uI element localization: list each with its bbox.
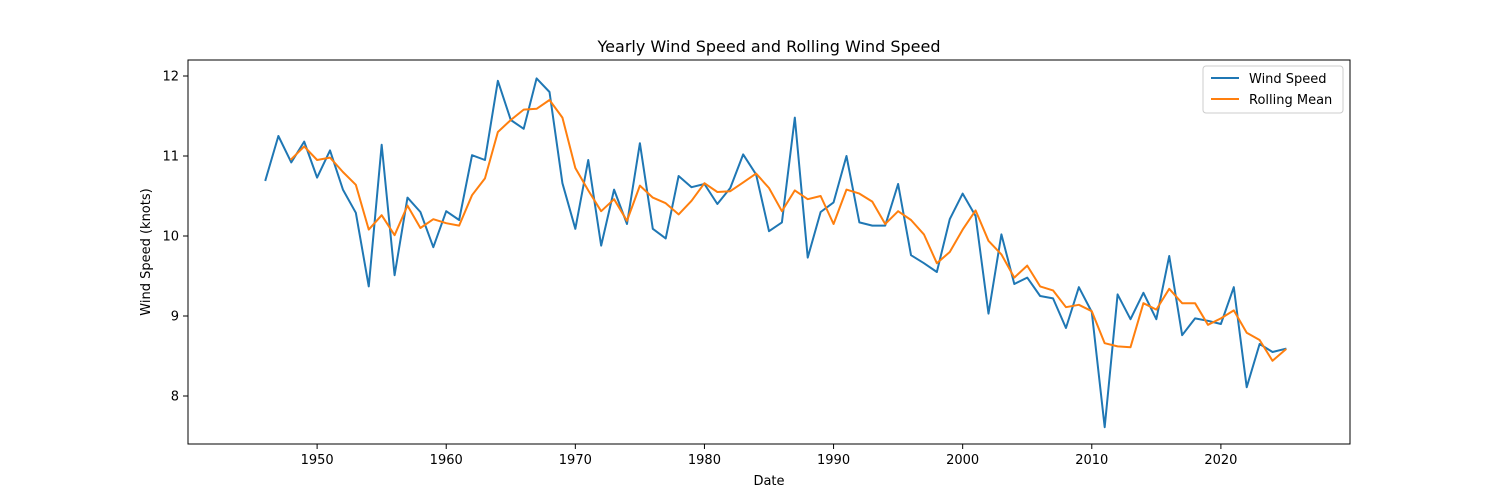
y-axis-label: Wind Speed (knots) xyxy=(139,188,154,315)
y-tick-label-11: 11 xyxy=(162,150,179,165)
y-tick-label-8: 8 xyxy=(171,390,179,405)
y-tick-label-12: 12 xyxy=(162,70,179,85)
x-tick-label-1980: 1980 xyxy=(688,453,721,468)
legend-label-rolling-mean: Rolling Mean xyxy=(1249,93,1332,108)
series-line-wind-speed xyxy=(264,77,1287,429)
legend-label-wind-speed: Wind Speed xyxy=(1249,72,1327,87)
x-tick-label-2010: 2010 xyxy=(1075,453,1108,468)
x-tick-label-1960: 1960 xyxy=(430,453,463,468)
x-tick-label-1950: 1950 xyxy=(301,453,334,468)
y-tick-label-9: 9 xyxy=(171,310,179,325)
series-layer xyxy=(264,77,1287,429)
series-line-rolling-mean xyxy=(289,99,1287,362)
chart-title: Yearly Wind Speed and Rolling Wind Speed xyxy=(597,37,941,56)
x-axis-ticks: 1950 1960 1970 1980 1990 2000 2010 2020 xyxy=(301,444,1237,468)
plot-frame xyxy=(187,59,1351,445)
x-tick-label-1970: 1970 xyxy=(559,453,592,468)
plot-area xyxy=(188,60,1350,444)
x-tick-label-1990: 1990 xyxy=(817,453,850,468)
x-tick-label-2020: 2020 xyxy=(1204,453,1237,468)
x-axis-label: Date xyxy=(753,474,784,489)
y-axis-ticks: 8 9 10 11 12 xyxy=(162,70,188,405)
x-tick-label-2000: 2000 xyxy=(946,453,979,468)
legend: Wind Speed Rolling Mean xyxy=(1202,65,1344,114)
y-tick-label-10: 10 xyxy=(162,230,179,245)
